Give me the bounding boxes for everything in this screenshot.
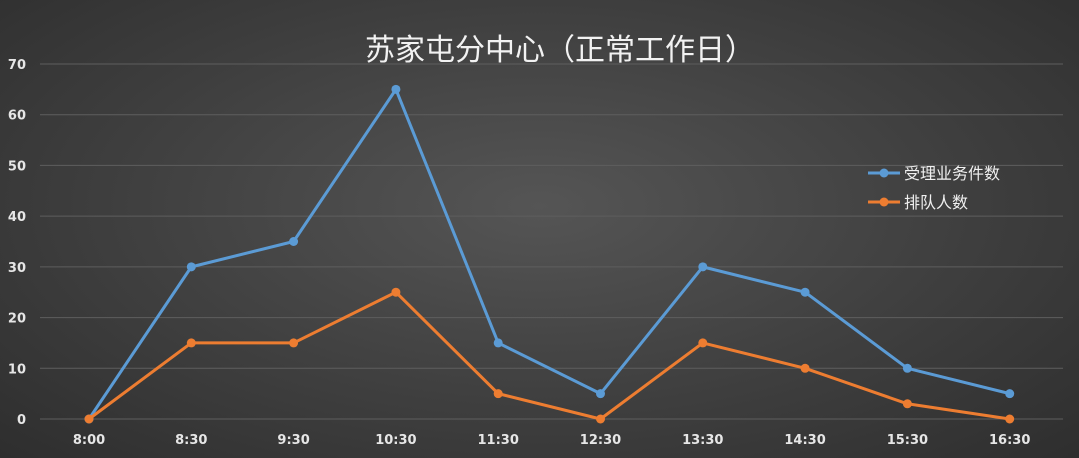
series-layer xyxy=(84,84,1015,424)
legend-label: 排队人数 xyxy=(904,193,968,212)
data-point xyxy=(596,389,605,399)
data-point xyxy=(902,399,912,409)
y-tick-label: 60 xyxy=(8,109,26,124)
y-tick-label: 10 xyxy=(8,362,26,377)
x-tick-label: 16:30 xyxy=(989,433,1030,448)
x-tick-label: 8:30 xyxy=(175,433,207,448)
data-point xyxy=(391,287,401,297)
series-line xyxy=(88,290,1010,421)
data-point xyxy=(493,338,503,348)
data-point xyxy=(493,389,503,399)
series-line xyxy=(87,87,1011,420)
x-tick-label: 12:30 xyxy=(580,433,621,448)
y-tick-label: 40 xyxy=(8,210,26,225)
y-tick-label: 20 xyxy=(8,312,26,327)
y-tick-label: 0 xyxy=(17,413,26,428)
y-tick-label: 70 xyxy=(8,58,26,73)
y-tick-label: 30 xyxy=(8,261,26,276)
data-point xyxy=(289,237,299,246)
data-point xyxy=(1005,389,1015,399)
x-tick-label: 13:30 xyxy=(682,433,723,448)
data-point xyxy=(186,262,196,272)
x-tick-label: 11:30 xyxy=(478,433,519,448)
data-point xyxy=(186,338,196,348)
series-1 xyxy=(84,287,1015,424)
y-tick-label: 50 xyxy=(8,159,26,174)
legend-swatch-marker xyxy=(879,197,889,207)
data-point xyxy=(698,338,708,348)
data-point xyxy=(1005,414,1015,424)
grid-lines xyxy=(40,63,1063,420)
x-tick-label: 10:30 xyxy=(375,433,416,448)
x-tick-label: 9:30 xyxy=(277,433,309,448)
x-tick-label: 8:00 xyxy=(73,433,105,448)
data-point xyxy=(800,363,810,373)
x-tick-label: 15:30 xyxy=(887,433,928,448)
x-axis-ticks: 8:00 8:30 9:30 10:30 11:30 12:30 13:30 14:30 15:… xyxy=(73,433,1031,448)
legend-item-0: 受理业务件数 xyxy=(868,164,1000,183)
data-point xyxy=(84,414,94,424)
series-0 xyxy=(84,84,1015,424)
data-point xyxy=(596,414,605,424)
legend-item-1: 排队人数 xyxy=(868,193,968,212)
x-tick-label: 14:30 xyxy=(784,433,825,448)
data-point xyxy=(289,338,299,348)
data-point xyxy=(800,287,810,297)
data-point xyxy=(698,262,708,272)
data-point xyxy=(902,363,912,373)
chart-title: 苏家屯分中心（正常工作日） xyxy=(365,33,755,68)
legend-swatch-marker xyxy=(879,168,889,178)
y-axis-ticks: 0 10 20 30 40 50 60 70 xyxy=(8,58,26,428)
legend-label: 受理业务件数 xyxy=(904,164,1000,183)
data-point xyxy=(391,84,401,94)
